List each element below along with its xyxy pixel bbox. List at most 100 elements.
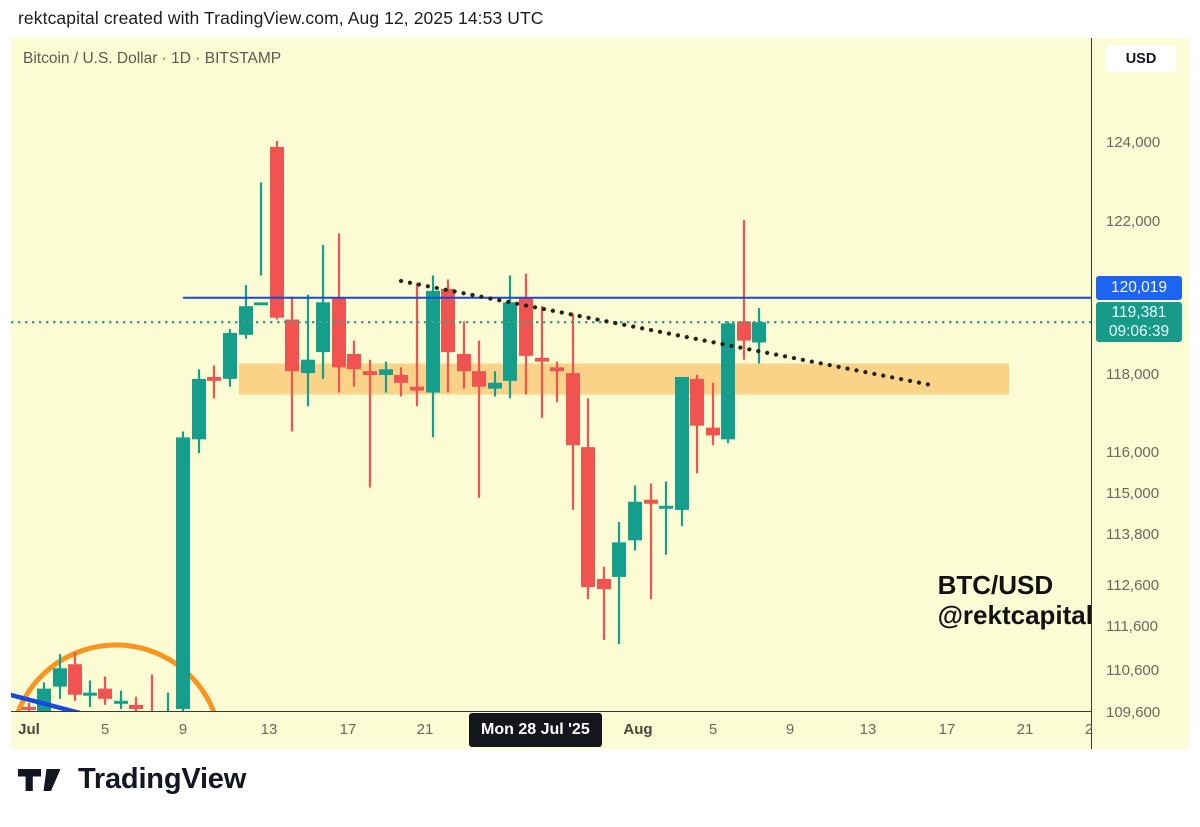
candle: [737, 220, 751, 360]
candle-body: [566, 373, 580, 446]
candle-body: [129, 704, 143, 709]
candle-body: [98, 688, 112, 699]
time-tick: 9: [785, 721, 795, 738]
candle: [83, 680, 97, 707]
candle: [675, 376, 689, 527]
candle: [612, 522, 626, 644]
candle: [114, 690, 128, 709]
candle: [270, 141, 284, 320]
time-axis[interactable]: Jul 5 9 13 17 21 Aug 5 9 13 17 21 2 Mon 28 Jul '25: [11, 711, 1094, 749]
time-tick: 17: [339, 721, 357, 738]
horizontal-levels-layer: [11, 296, 1091, 324]
symbol-legend: Bitcoin / U.S. Dollar · 1D · BITSTAMP: [23, 50, 282, 67]
candle-body: [83, 692, 97, 696]
candle: [721, 321, 735, 444]
time-tick: 5: [708, 721, 718, 738]
currency-badge[interactable]: USD: [1106, 45, 1176, 72]
candle-body: [316, 302, 330, 353]
candle: [394, 367, 408, 397]
candle: [581, 398, 595, 600]
candle-body: [535, 357, 549, 362]
footer-branding: TradingView: [18, 763, 246, 796]
time-tick: 21: [416, 721, 434, 738]
price-tick: 109,600: [1106, 704, 1161, 721]
candle: [426, 275, 440, 438]
chart-frame: Bitcoin / U.S. Dollar · 1D · BITSTAMP BT…: [11, 38, 1189, 749]
candle-body: [426, 290, 440, 393]
time-tick: Aug: [623, 721, 653, 738]
candle: [535, 306, 549, 418]
candle: [207, 365, 221, 399]
candle: [410, 283, 424, 407]
time-tick: 17: [938, 721, 956, 738]
candle: [659, 481, 673, 555]
price-tick: 112,600: [1106, 577, 1160, 594]
candle-body: [239, 306, 253, 335]
candle-body: [581, 447, 595, 588]
price-axis[interactable]: USD 124,000 122,000 118,000 116,000 115,000 1…: [1091, 38, 1189, 749]
last-price-value: 119,381: [1111, 304, 1167, 321]
candle: [550, 361, 564, 403]
time-tick: 2: [1084, 721, 1094, 738]
rounding-bottom-arc-layer: [15, 642, 217, 711]
candle: [472, 340, 486, 498]
candle-body: [550, 367, 564, 372]
trendlines-layer: [11, 278, 934, 711]
candle-body: [223, 332, 237, 379]
candle-body: [488, 382, 502, 389]
attribution-text: rektcapital created with TradingView.com…: [18, 8, 544, 28]
candle: [145, 674, 159, 711]
candle: [519, 273, 533, 395]
candle: [161, 692, 175, 711]
candle: [457, 321, 471, 389]
candle-body: [659, 505, 673, 509]
time-tick: 5: [100, 721, 110, 738]
candles-layer: [22, 141, 766, 711]
time-tick: 21: [1016, 721, 1034, 738]
candle: [22, 702, 36, 711]
price-tick: 115,000: [1106, 485, 1160, 502]
candle-body: [752, 322, 766, 343]
price-plot-area[interactable]: [11, 38, 1091, 711]
candle-body: [207, 376, 221, 381]
watermark-line-2: @rektcapital: [937, 600, 1093, 630]
candle: [363, 359, 377, 488]
candle: [332, 233, 346, 393]
price-tick: 124,000: [1106, 134, 1161, 151]
candle: [706, 382, 720, 446]
descending-blue-support: [11, 692, 82, 711]
candle-body: [737, 321, 751, 341]
candle: [690, 375, 704, 474]
candle-body: [706, 427, 720, 436]
candle-body: [612, 542, 626, 577]
time-tick: 13: [859, 721, 877, 738]
descending-dotted-resistance: [398, 278, 934, 388]
price-tick: 122,000: [1106, 213, 1161, 230]
candle-body: [721, 323, 735, 440]
candle-body: [410, 386, 424, 391]
time-tick: Jul: [18, 721, 40, 738]
tradingview-logo-icon: [18, 768, 61, 791]
candle-body: [628, 501, 642, 541]
watermark-line-1: BTC/USD: [937, 570, 1054, 600]
candle-body: [254, 302, 268, 306]
candle-body: [472, 371, 486, 387]
candle: [98, 676, 112, 705]
candle: [566, 313, 580, 510]
candle-body: [597, 578, 611, 590]
tradingview-wordmark: TradingView: [78, 763, 247, 795]
candle: [628, 485, 642, 551]
candle: [597, 566, 611, 640]
candle-body: [379, 369, 393, 375]
candle-body: [285, 319, 299, 372]
candle: [176, 431, 190, 711]
chart-watermark: BTC/USD @rektcapital: [938, 570, 1093, 630]
crosshair-date-badge: Mon 28 Jul '25: [469, 713, 602, 747]
candle-body: [192, 378, 206, 440]
candle: [223, 329, 237, 387]
resistance-price-badge: 120,019: [1096, 276, 1182, 300]
candle-body: [332, 298, 346, 368]
last-price-badge: 119,381 09:06:39: [1096, 302, 1182, 342]
candle: [644, 483, 658, 600]
